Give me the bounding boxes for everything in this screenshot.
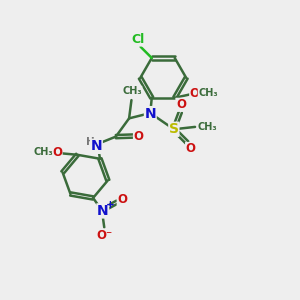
Text: N: N	[145, 107, 156, 121]
Text: O: O	[190, 87, 200, 100]
Text: N: N	[97, 204, 109, 218]
Text: O: O	[52, 146, 62, 159]
Text: S: S	[169, 122, 179, 136]
Text: O: O	[176, 98, 186, 111]
Text: O: O	[186, 142, 196, 155]
Text: Cl: Cl	[132, 33, 145, 46]
Text: O: O	[117, 193, 127, 206]
Text: CH₃: CH₃	[198, 88, 218, 98]
Text: CH₃: CH₃	[33, 147, 53, 158]
Text: CH₃: CH₃	[122, 86, 142, 96]
Text: O⁻: O⁻	[96, 229, 112, 242]
Text: +: +	[106, 200, 115, 210]
Text: CH₃: CH₃	[198, 122, 217, 132]
Text: O: O	[134, 130, 143, 142]
Text: N: N	[91, 139, 102, 153]
Text: H: H	[86, 136, 94, 147]
